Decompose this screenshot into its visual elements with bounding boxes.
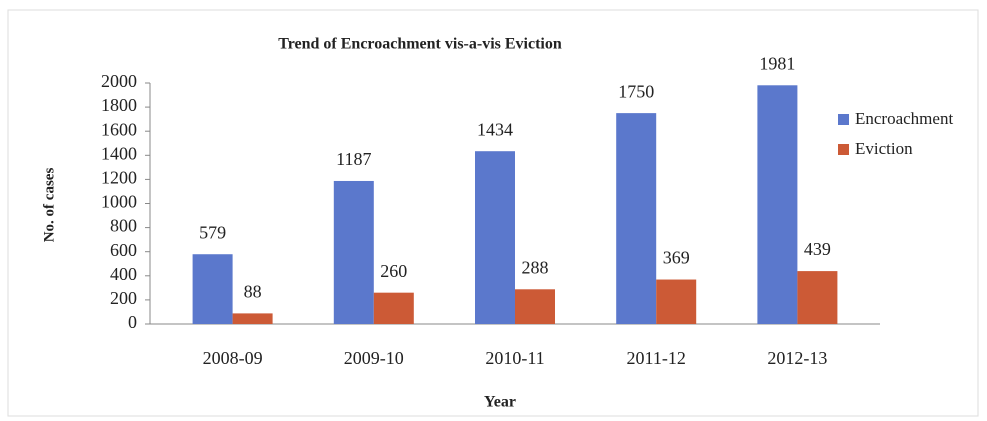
y-tick-label: 600 <box>110 240 137 260</box>
bar <box>475 151 515 324</box>
data-label: 1187 <box>336 149 371 169</box>
y-tick-label: 0 <box>128 312 137 332</box>
y-tick-label: 1200 <box>101 168 137 188</box>
data-label: 288 <box>522 257 549 277</box>
legend-label: Eviction <box>855 139 913 158</box>
y-tick-label: 200 <box>110 288 137 308</box>
x-tick-label: 2009-10 <box>344 348 404 368</box>
x-tick-label: 2011-12 <box>627 348 686 368</box>
bar <box>373 292 414 324</box>
x-axis-label: Year <box>484 394 516 411</box>
bar <box>616 113 657 324</box>
x-tick-label: 2010-11 <box>485 348 544 368</box>
legend-swatch <box>838 144 849 155</box>
y-tick-label: 1400 <box>101 143 137 163</box>
x-tick-label: 2012-13 <box>767 348 827 368</box>
bar <box>656 279 697 324</box>
bar <box>192 254 233 324</box>
bar <box>797 271 838 324</box>
legend-label: Encroachment <box>855 109 953 128</box>
y-tick-label: 2000 <box>101 71 137 91</box>
data-label: 88 <box>244 282 262 302</box>
data-label: 439 <box>804 239 831 259</box>
data-label: 260 <box>380 261 407 281</box>
bar <box>333 180 374 324</box>
legend-swatch <box>838 114 849 125</box>
bar <box>232 313 273 324</box>
data-label: 369 <box>663 248 690 268</box>
y-tick-label: 400 <box>110 264 137 284</box>
y-tick-label: 800 <box>110 216 137 236</box>
data-label: 1750 <box>618 81 654 101</box>
chart-title: Trend of Encroachment vis-a-vis Eviction <box>278 36 562 53</box>
data-label: 1981 <box>759 53 795 73</box>
data-label: 1434 <box>477 119 513 139</box>
x-tick-label: 2008-09 <box>203 348 263 368</box>
y-axis-label: No. of cases <box>41 168 57 243</box>
bar <box>515 289 555 324</box>
y-tick-label: 1000 <box>101 192 137 212</box>
y-tick-label: 1800 <box>101 95 137 115</box>
bar <box>757 85 798 325</box>
data-label: 579 <box>199 222 226 242</box>
y-tick-label: 1600 <box>101 119 137 139</box>
